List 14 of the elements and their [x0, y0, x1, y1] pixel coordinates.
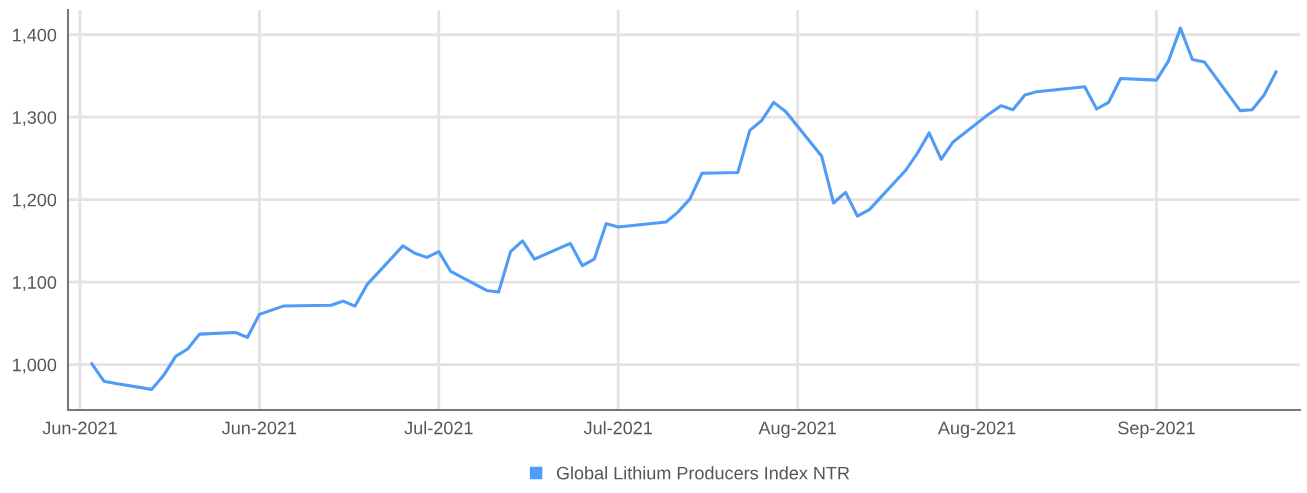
x-tick-label: Jun-2021: [42, 421, 117, 435]
line-series: [90, 26, 1278, 391]
y-tick-label: 1,100: [13, 276, 57, 292]
x-tick-label: Jul-2021: [583, 421, 652, 435]
y-tick-label: 1,300: [13, 111, 57, 127]
x-tick-label: Aug-2021: [758, 421, 836, 438]
y-tick-label: 1,000: [13, 358, 57, 374]
x-tick-label: Jun-2021: [222, 421, 297, 435]
y-tick-label: 1,400: [13, 28, 57, 44]
x-tick-label: Aug-2021: [937, 421, 1016, 438]
y-tick-label: 1,200: [13, 193, 57, 209]
x-tick-label: Sep-2021: [1118, 421, 1195, 438]
legend-label: Global Lithium Producers Index NTR: [556, 466, 850, 480]
x-tick-label: Jul-2021: [404, 421, 473, 435]
